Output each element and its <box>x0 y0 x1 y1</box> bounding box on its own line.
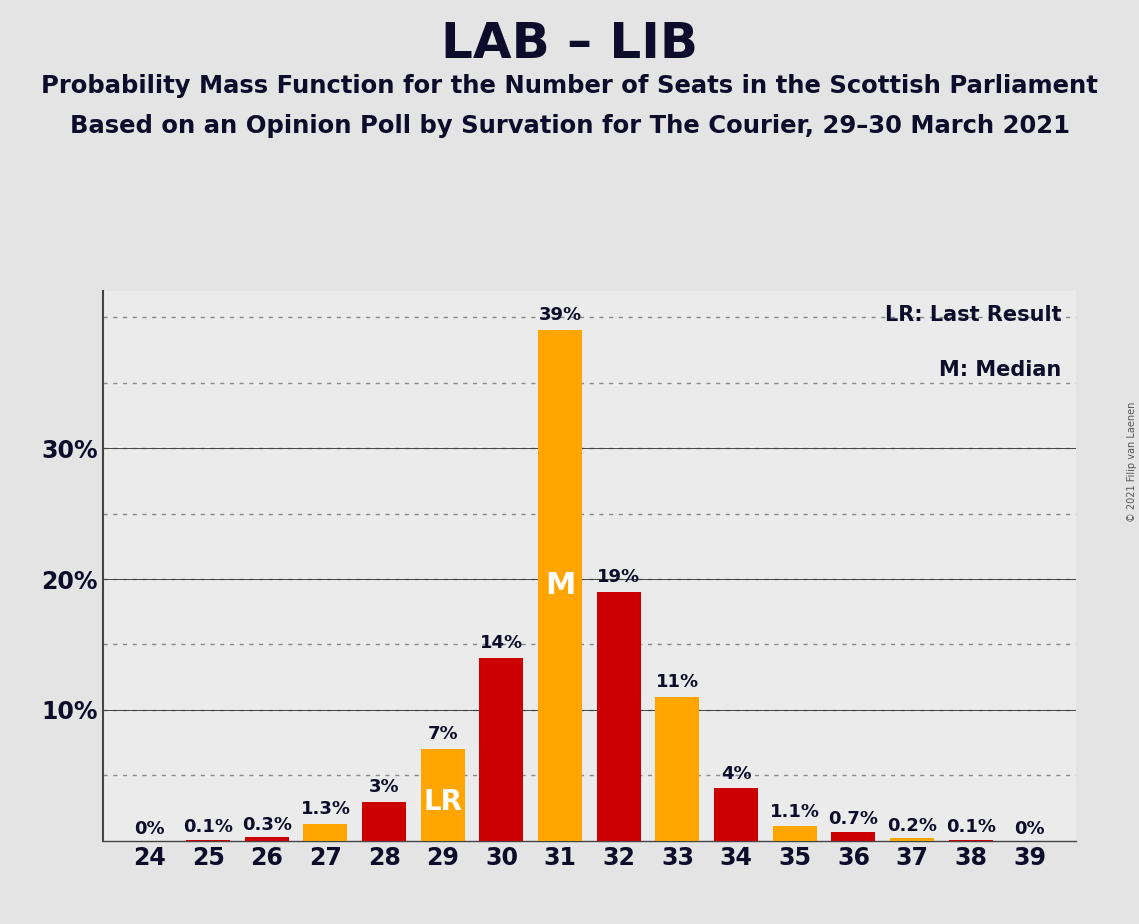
Bar <box>538 331 582 841</box>
Text: Based on an Opinion Poll by Survation for The Courier, 29–30 March 2021: Based on an Opinion Poll by Survation fo… <box>69 114 1070 138</box>
Bar <box>655 697 699 841</box>
Bar <box>362 802 407 841</box>
Bar <box>714 788 759 841</box>
Text: 19%: 19% <box>597 568 640 586</box>
Text: LR: LR <box>424 788 462 817</box>
Bar <box>480 658 524 841</box>
Bar <box>949 840 993 841</box>
Text: 0.3%: 0.3% <box>241 816 292 833</box>
Text: 1.1%: 1.1% <box>770 803 820 821</box>
Bar <box>303 824 347 841</box>
Text: 0.2%: 0.2% <box>887 817 937 835</box>
Text: M: M <box>544 571 575 600</box>
Text: Probability Mass Function for the Number of Seats in the Scottish Parliament: Probability Mass Function for the Number… <box>41 74 1098 98</box>
Text: 7%: 7% <box>427 725 458 743</box>
Bar <box>186 840 230 841</box>
Bar <box>772 826 817 841</box>
Text: LR: Last Result: LR: Last Result <box>885 305 1062 325</box>
Text: 4%: 4% <box>721 764 752 783</box>
Bar <box>245 837 289 841</box>
Text: 0.1%: 0.1% <box>183 819 233 836</box>
Text: 1.3%: 1.3% <box>301 800 351 818</box>
Text: 0.7%: 0.7% <box>828 810 878 829</box>
Text: 0%: 0% <box>1014 820 1044 837</box>
Text: M: Median: M: Median <box>940 359 1062 380</box>
Bar <box>597 592 641 841</box>
Text: LAB – LIB: LAB – LIB <box>441 20 698 68</box>
Bar <box>420 749 465 841</box>
Text: 0.1%: 0.1% <box>945 819 995 836</box>
Text: 39%: 39% <box>539 307 582 324</box>
Text: 0%: 0% <box>134 820 165 837</box>
Text: 3%: 3% <box>369 778 400 796</box>
Text: 14%: 14% <box>480 634 523 651</box>
Text: © 2021 Filip van Laenen: © 2021 Filip van Laenen <box>1126 402 1137 522</box>
Bar <box>831 832 876 841</box>
Text: 11%: 11% <box>656 673 699 691</box>
Bar <box>890 838 934 841</box>
